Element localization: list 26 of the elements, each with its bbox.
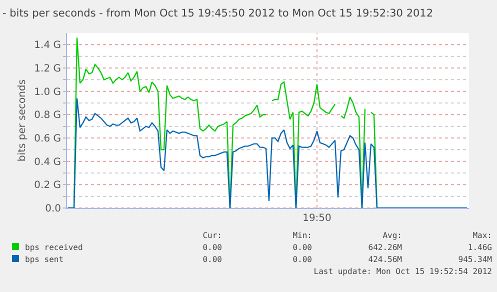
y-tick-label: 0.6 G: [34, 134, 61, 144]
y-tick-label: 1.2 G: [34, 64, 61, 74]
text: 0.00: [292, 254, 312, 265]
text: Cur:: [202, 230, 222, 241]
text: 0.00: [202, 254, 222, 265]
y-tick-label: 1.4 G: [34, 40, 61, 52]
text: Last update: Mon Oct 15 19:52:54 2012: [312, 266, 492, 277]
text: 1.46G: [466, 242, 492, 253]
x-tick-label: 19:50: [302, 213, 332, 224]
chart-title: - bits per seconds - from Mon Oct 15 19:45:50 2012 to Mon Oct 15 19:52:30 2012: [2, 8, 434, 20]
legend-label: bps sent: [24, 254, 65, 265]
text: 642.26M: [367, 242, 402, 253]
text: Min:: [292, 230, 312, 241]
legend-label: bps received: [24, 242, 84, 253]
text: 0.00: [292, 242, 312, 253]
text: 945.34M: [457, 254, 492, 265]
text: Avg:: [382, 230, 402, 241]
text: 424.56M: [367, 254, 402, 265]
y-axis-title: bits per seconds: [17, 79, 28, 162]
y-tick-label: 0.0: [45, 204, 61, 214]
text: Max:: [472, 230, 492, 241]
y-tick-label: 0.2 G: [34, 180, 61, 192]
y-tick-label: 0.4 G: [34, 156, 61, 168]
y-tick-label: 1.0 G: [34, 86, 61, 98]
text: 0.00: [202, 242, 222, 253]
y-tick-label: 0.8 G: [34, 110, 61, 122]
